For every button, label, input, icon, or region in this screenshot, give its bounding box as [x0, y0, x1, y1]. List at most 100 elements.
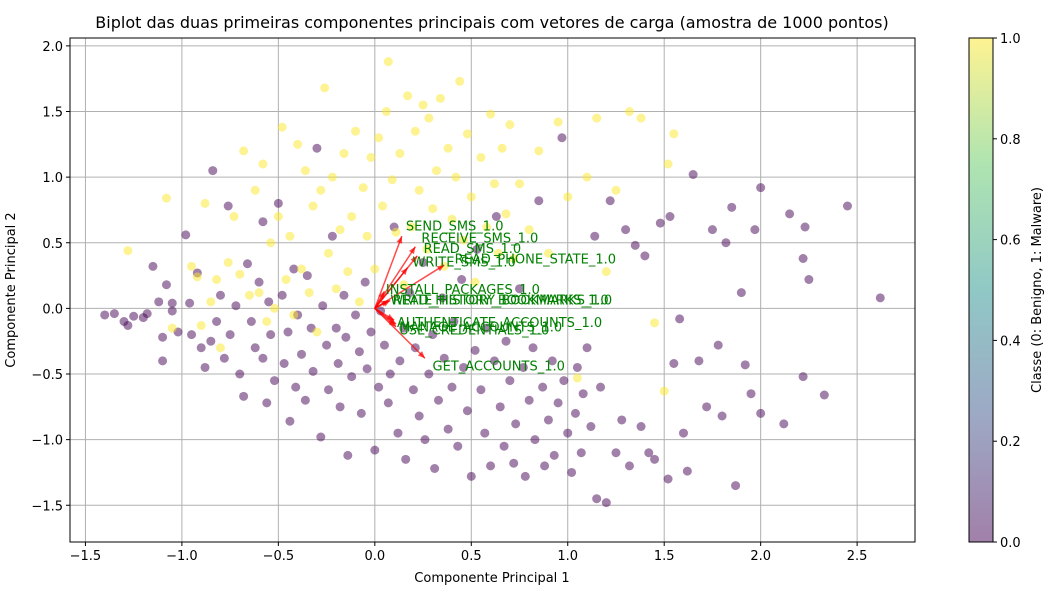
benign-point [242, 259, 252, 269]
scatter-points [100, 57, 885, 508]
malware-point [354, 297, 364, 307]
benign-point [123, 320, 133, 330]
benign-point [682, 466, 692, 476]
benign-point [399, 323, 409, 333]
malware-point [466, 192, 476, 202]
vector-arrowhead [410, 255, 418, 264]
colorbar [969, 38, 993, 542]
benign-point [312, 143, 322, 153]
malware-point [281, 275, 291, 284]
vector-arrowhead [436, 265, 445, 272]
malware-point [486, 109, 496, 119]
benign-point [331, 323, 341, 333]
malware-point [497, 143, 507, 153]
benign-point [356, 408, 366, 418]
malware-point [383, 57, 393, 67]
malware-point [601, 267, 611, 277]
benign-point [154, 297, 164, 307]
benign-point [258, 353, 268, 363]
benign-point [428, 330, 438, 340]
vector-arrowhead [378, 291, 385, 299]
malware-point [250, 185, 260, 195]
benign-point [559, 376, 569, 386]
benign-point [335, 402, 345, 412]
benign-point [576, 448, 586, 458]
colorbar-tick-label: 0.2 [1000, 435, 1021, 450]
benign-point [459, 362, 469, 372]
malware-point [534, 146, 544, 156]
benign-point [515, 284, 525, 294]
benign-point [617, 415, 627, 425]
malware-point [300, 166, 310, 176]
benign-point [663, 474, 673, 484]
malware-point [339, 149, 349, 158]
benign-point [547, 356, 557, 366]
vector-label: GET_ACCOUNTS_1.0 [433, 360, 565, 375]
malware-point [312, 327, 322, 337]
benign-point [327, 231, 337, 241]
loading-vectors [374, 235, 445, 359]
benign-point [433, 395, 443, 405]
benign-point [322, 340, 332, 350]
malware-point [331, 284, 341, 294]
benign-point [324, 385, 334, 395]
malware-point [387, 175, 397, 185]
x-axis-ticks: −1.5 −1.0 −0.5 0.0 0.5 1.0 1.5 2.0 2.5 [70, 542, 867, 564]
malware-point [395, 149, 405, 158]
benign-point [341, 332, 351, 342]
benign-point [530, 435, 540, 445]
benign-point [486, 461, 496, 471]
benign-point [354, 347, 364, 357]
malware-point [370, 264, 380, 274]
malware-point [215, 343, 225, 353]
benign-point [713, 340, 723, 350]
malware-point [235, 269, 245, 279]
vector-label: AUTHENTICATE_ACCOUNTS_1.0 [397, 316, 602, 331]
benign-point [264, 297, 274, 307]
benign-point [586, 422, 596, 431]
benign-point [553, 398, 563, 408]
malware-point [624, 107, 634, 116]
benign-point [148, 261, 158, 271]
chart-title: Biplot das duas primeiras componentes pr… [95, 13, 888, 32]
benign-point [258, 217, 268, 227]
malware-point [320, 83, 330, 93]
malware-point [335, 225, 345, 235]
colorbar-ticks: 0.0 0.2 0.4 0.6 0.8 1.0 [993, 32, 1021, 551]
vector-arrowhead [400, 267, 408, 276]
benign-point [590, 231, 600, 241]
benign-point [279, 359, 289, 368]
benign-point [250, 343, 260, 353]
benign-point [582, 343, 592, 353]
colorbar-label: Classe (0: Benigno, 1: Malware) [1030, 187, 1044, 393]
malware-point [509, 254, 519, 263]
vector-arrowhead [396, 236, 403, 244]
malware-point [293, 139, 303, 149]
malware-point [374, 133, 384, 143]
benign-point [142, 309, 152, 319]
malware-point [351, 126, 361, 136]
malware-point [273, 212, 283, 221]
benign-point [707, 225, 717, 235]
benign-point [605, 196, 615, 206]
y-tick-label: 0.5 [42, 237, 63, 252]
benign-point [109, 309, 119, 319]
benign-point [347, 372, 357, 382]
benign-point [727, 202, 737, 212]
malware-point [572, 373, 582, 383]
malware-point [381, 107, 391, 116]
benign-point [262, 398, 272, 408]
malware-point [663, 159, 673, 169]
plot-area [70, 38, 915, 542]
benign-point [362, 364, 372, 374]
malware-point [524, 225, 534, 235]
x-tick-label: −1.0 [166, 549, 198, 564]
benign-point [414, 411, 424, 421]
malware-point [289, 310, 299, 320]
benign-point [528, 343, 538, 353]
benign-point [509, 458, 519, 468]
malware-point [391, 227, 401, 237]
benign-point [702, 402, 712, 412]
loading-vector [374, 246, 416, 309]
